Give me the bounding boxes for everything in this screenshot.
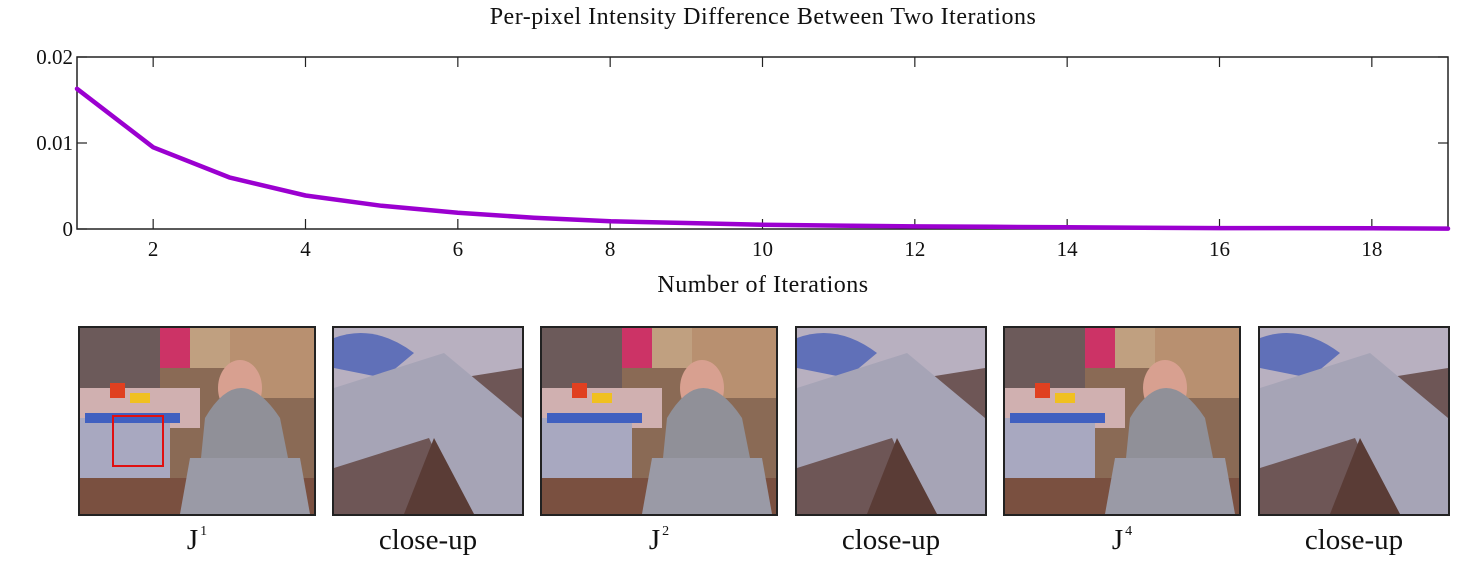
image-j1	[78, 326, 316, 516]
caption-close-up-1: close-up	[332, 524, 524, 557]
close-up-3	[1258, 326, 1450, 516]
portrait-image-j2	[542, 328, 776, 514]
caption-close-up-3-text: close-up	[1304, 524, 1404, 556]
close-up-2	[795, 326, 987, 516]
caption-close-up-3: close-up	[1258, 524, 1450, 557]
close-up-box	[112, 415, 164, 467]
x-tick-label: 14	[1057, 237, 1079, 261]
x-axis-title: Number of Iterations	[657, 272, 868, 298]
chart-title: Per-pixel Intensity Difference Between T…	[490, 4, 1037, 30]
caption-j2-main: J	[648, 524, 661, 556]
image-j2	[540, 326, 778, 516]
y-tick-label: 0.02	[36, 45, 73, 69]
x-tick-label: 8	[605, 237, 616, 261]
caption-j1-main: J	[186, 524, 199, 556]
y-tick-label: 0	[63, 217, 74, 241]
y-tick-label: 0.01	[36, 131, 73, 155]
line-chart: Per-pixel Intensity Difference Between T…	[36, 4, 1451, 298]
portrait-image-j1	[80, 328, 314, 514]
x-tick-label: 16	[1209, 237, 1230, 261]
x-tick-label: 6	[453, 237, 464, 261]
x-tick-label: 18	[1361, 237, 1382, 261]
series-line-0	[74, 86, 1451, 231]
x-tick-label: 12	[904, 237, 925, 261]
plot-frame	[76, 56, 1449, 230]
portrait-image-j4	[1005, 328, 1239, 514]
caption-close-up-1-text: close-up	[378, 524, 478, 556]
x-tick-label: 4	[300, 237, 311, 261]
caption-j4-sup: 4	[1125, 524, 1133, 539]
x-tick-label: 2	[148, 237, 159, 261]
caption-j2-sup: 2	[662, 524, 670, 539]
image-j4	[1003, 326, 1241, 516]
axis-ticks: 2 4 6 8 10 12 14 16 18 0 0.01 0.02	[36, 45, 1448, 261]
series-layer	[74, 86, 1451, 231]
close-up-1	[332, 326, 524, 516]
caption-close-up-2-text: close-up	[841, 524, 941, 556]
close-up-image-1	[334, 328, 522, 514]
close-up-image-2	[797, 328, 985, 514]
caption-j4-main: J	[1111, 524, 1124, 556]
caption-close-up-2: close-up	[795, 524, 987, 557]
x-tick-label: 10	[752, 237, 773, 261]
close-up-image-3	[1260, 328, 1448, 514]
caption-j1-sup: 1	[200, 524, 208, 539]
